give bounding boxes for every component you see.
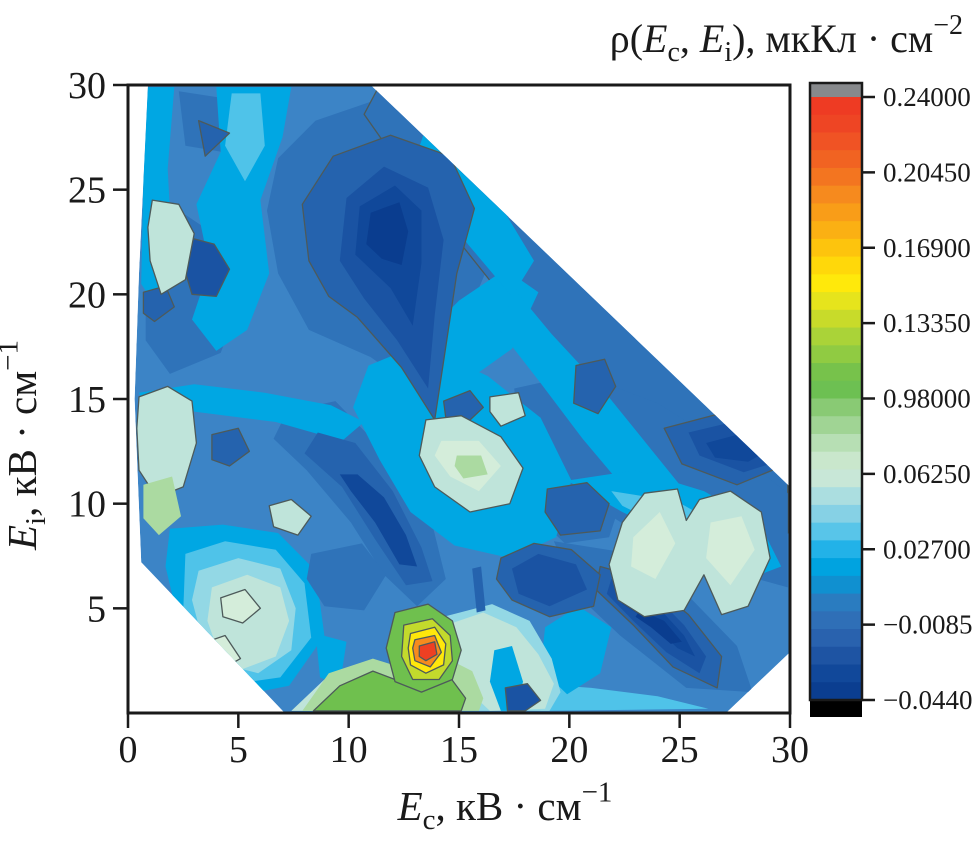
contour-patch — [512, 553, 587, 607]
contour-patch — [147, 199, 195, 295]
x-tick-label: 0 — [119, 729, 138, 771]
colorbar-band — [810, 540, 862, 559]
y-tick-label: 10 — [68, 484, 106, 526]
contour-patch — [418, 641, 438, 662]
contour-patch — [504, 683, 542, 712]
colorbar-band — [810, 238, 862, 258]
plot-frame — [126, 83, 792, 715]
y-tick-label: 20 — [68, 274, 106, 316]
contour-patch — [706, 516, 755, 586]
colorbar-band — [810, 558, 862, 577]
colorbar-band — [810, 309, 862, 329]
y-tick-label: 30 — [68, 65, 106, 107]
x-tick-label: 30 — [771, 729, 809, 771]
colorbar-tick-label: 0.98000 — [883, 384, 971, 414]
colorbar-frame — [808, 81, 864, 702]
colorbar-tick-label: 0.02700 — [883, 534, 971, 564]
colorbar-tick-label: −0.0085 — [883, 610, 972, 640]
colorbar-band — [810, 504, 862, 524]
colorbar-band — [810, 256, 862, 275]
contour-patch — [635, 610, 682, 644]
contour-patch — [544, 482, 610, 536]
contour-patch — [454, 455, 488, 479]
colorbar-band — [810, 292, 862, 311]
colorbar-band — [810, 611, 862, 630]
contour-patch — [197, 119, 231, 157]
colorbar-band — [810, 132, 862, 151]
colorbar-band — [810, 203, 862, 222]
contour-patch — [268, 498, 312, 536]
x-tick-label: 5 — [229, 729, 248, 771]
colorbar-cap-top — [810, 83, 862, 97]
colorbar-tick-label: −0.0440 — [883, 685, 972, 715]
colorbar-band — [810, 575, 862, 595]
x-tick-label: 20 — [550, 729, 588, 771]
contour-patch — [366, 202, 409, 265]
contour-patch — [136, 385, 198, 499]
colorbar-tick-label: 0.13350 — [883, 308, 971, 338]
figure-title: ρ(Ec, Ei), мкКл · см−2 — [610, 10, 963, 68]
x-tick-label: 10 — [330, 729, 368, 771]
colorbar-band — [810, 274, 862, 293]
contour-patch — [225, 93, 265, 182]
colorbar-band — [810, 380, 862, 400]
contour-patch — [442, 389, 484, 425]
colorbar-band — [810, 345, 862, 364]
contour-patches — [134, 85, 791, 713]
colorbar-band — [810, 327, 862, 346]
x-axis-label: Ec, кВ · см−1 — [397, 777, 613, 836]
contour-patch — [220, 588, 262, 624]
axis-ticks — [113, 83, 792, 728]
contour-patch — [573, 358, 617, 415]
contour-patch — [139, 384, 365, 441]
colorbar-band — [810, 593, 862, 612]
contour-patch — [143, 476, 181, 536]
colorbar-band — [810, 682, 862, 701]
colorbar-cap-bottom — [810, 700, 862, 717]
colorbar-band — [810, 522, 862, 541]
colorbar-band — [810, 629, 862, 648]
colorbar-band — [810, 150, 862, 169]
colorbar-band — [810, 416, 862, 435]
y-tick-label: 25 — [68, 170, 106, 212]
contour-patch — [414, 269, 539, 381]
y-tick-label: 15 — [68, 379, 106, 421]
colorbar-band — [810, 664, 862, 683]
colorbar-band — [810, 97, 862, 116]
contour-patch — [631, 512, 676, 579]
colorbar-band — [810, 398, 862, 417]
contour-patch — [339, 474, 418, 567]
colorbar-band — [810, 185, 862, 205]
contour-patch — [306, 543, 387, 611]
colorbar-band — [810, 433, 862, 453]
colorbar-tick-label: 0.06250 — [883, 459, 971, 489]
colorbar-band — [810, 167, 862, 187]
colorbar: 0.24000 0.20450 0.16900 0.13350 0.98000 0.062… — [808, 81, 972, 717]
contour-patch — [534, 683, 709, 711]
contour-patch — [211, 427, 251, 467]
colorbar-band — [810, 451, 862, 471]
x-tick-label: 25 — [661, 729, 699, 771]
contour-patch — [472, 566, 486, 613]
colorbar-band — [810, 114, 862, 134]
x-tick-label: 15 — [440, 729, 478, 771]
colorbar-tick-label: 0.24000 — [883, 82, 971, 112]
contour-patch — [489, 392, 526, 427]
colorbar-tick-label: 0.20450 — [883, 157, 971, 187]
colorbar-band — [810, 469, 862, 488]
colorbar-tick-label: 0.16900 — [883, 233, 971, 263]
contour-patch — [540, 606, 612, 695]
colorbar-band — [810, 221, 862, 240]
colorbar-band — [810, 646, 862, 666]
y-tick-label: 5 — [87, 588, 106, 630]
colorbar-band — [810, 363, 862, 382]
colorbar-band — [810, 487, 862, 506]
y-axis-label: Ei, кВ · см−1 — [0, 340, 52, 551]
